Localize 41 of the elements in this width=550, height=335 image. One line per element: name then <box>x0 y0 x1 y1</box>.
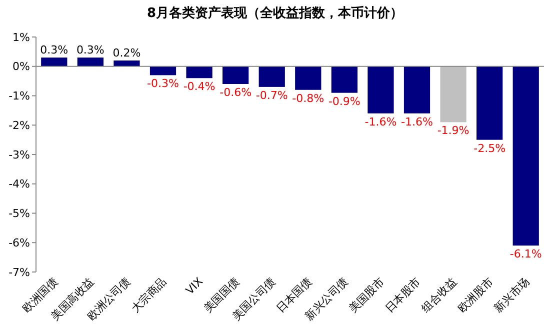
bar <box>512 66 539 246</box>
bar <box>114 60 140 66</box>
bar <box>476 66 503 140</box>
chart-title: 8月各类资产表现（全收益指数，本币计价） <box>146 5 404 21</box>
data-label: -2.5% <box>474 142 506 155</box>
y-tick-label: 1% <box>12 30 30 44</box>
data-label: 0.2% <box>112 46 141 60</box>
x-tick-label: VIX <box>183 274 206 298</box>
data-label: 0.3% <box>40 44 68 57</box>
x-tick-label: 新兴市场 <box>492 274 532 316</box>
y-tick-label: -2% <box>8 118 30 132</box>
bar <box>404 66 430 114</box>
bar <box>150 66 176 76</box>
bar <box>368 66 394 114</box>
data-label: -6.1% <box>510 248 542 261</box>
data-label: -0.6% <box>220 86 252 99</box>
x-tick-label: 美国股市 <box>346 274 387 316</box>
bar <box>440 66 466 122</box>
bar <box>295 66 322 90</box>
y-tick-label: 0% <box>12 60 30 74</box>
y-tick-label: -1% <box>8 90 30 103</box>
data-label: -1.6% <box>364 115 397 128</box>
y-tick-label: -3% <box>8 148 30 162</box>
bar <box>41 58 68 66</box>
data-label: -0.3% <box>147 77 179 90</box>
data-label: -1.9% <box>437 124 470 138</box>
bar <box>222 66 249 84</box>
data-label: -0.8% <box>292 92 324 105</box>
data-label: -0.4% <box>183 80 216 94</box>
bar <box>331 66 358 93</box>
y-tick-label: -5% <box>8 207 30 220</box>
data-label: -1.6% <box>401 115 433 128</box>
y-tick-label: -6% <box>8 236 30 250</box>
y-tick-label: -4% <box>8 178 30 191</box>
data-label: 0.3% <box>76 44 104 57</box>
bar <box>258 66 285 87</box>
y-tick-label: -7% <box>8 266 30 279</box>
bar <box>77 58 104 66</box>
data-label: -0.7% <box>256 88 288 102</box>
bar <box>186 66 212 78</box>
data-label: -0.9% <box>328 94 360 108</box>
